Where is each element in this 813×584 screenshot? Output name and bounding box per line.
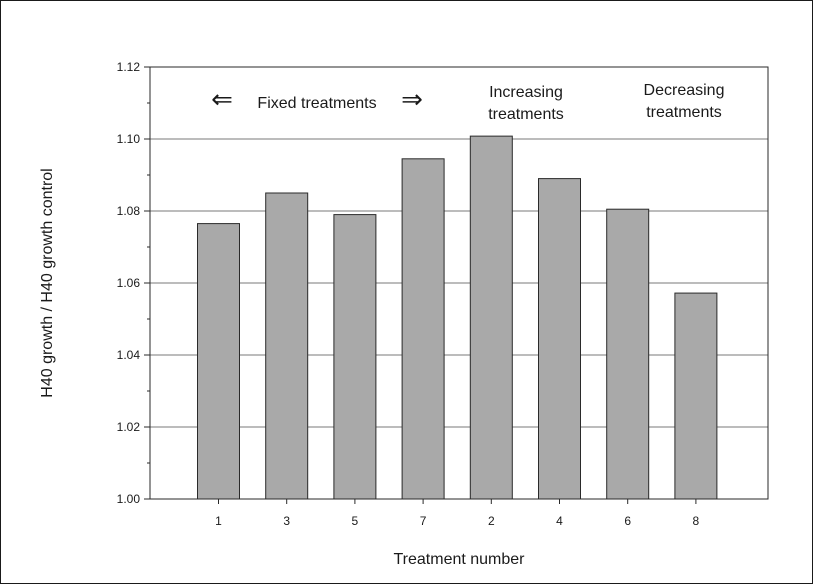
y-tick-label: 1.12 — [117, 60, 141, 74]
annotation-increasing-treatments: Increasing treatments — [488, 84, 564, 123]
bar — [401, 158, 445, 500]
bar — [469, 135, 513, 500]
annotation-fixed-treatments: ⇐ Fixed treatments ⇒ — [211, 84, 423, 114]
bar — [197, 223, 240, 500]
bar — [674, 292, 718, 500]
increasing-label-line2: treatments — [488, 106, 564, 123]
bar — [333, 214, 377, 500]
bar — [538, 178, 581, 500]
y-tick-label: 1.04 — [117, 348, 141, 362]
x-tick-label: 2 — [488, 514, 495, 528]
decreasing-label-line2: treatments — [646, 104, 722, 121]
x-axis-ticks: 1 3 5 7 2 4 6 8 — [215, 499, 700, 528]
fixed-treatments-label: Fixed treatments — [257, 95, 376, 112]
gridlines — [150, 138, 768, 428]
y-tick-label: 1.02 — [117, 420, 141, 434]
y-tick-label: 1.00 — [117, 492, 141, 506]
x-tick-label: 1 — [215, 514, 222, 528]
bars — [197, 135, 718, 500]
y-tick-label: 1.06 — [117, 276, 141, 290]
bar — [265, 192, 309, 500]
x-tick-label: 4 — [556, 514, 563, 528]
x-tick-label: 8 — [693, 514, 700, 528]
right-arrow-icon: ⇒ — [401, 84, 423, 114]
left-arrow-icon: ⇐ — [211, 84, 233, 114]
decreasing-label-line1: Decreasing — [644, 82, 725, 99]
y-axis-ticks: 1.00 1.02 1.04 1.06 1.08 1.10 1.12 — [117, 60, 150, 506]
x-tick-label: 6 — [624, 514, 631, 528]
y-axis-title: H40 growth / H40 growth control — [39, 168, 56, 397]
x-tick-label: 5 — [352, 514, 359, 528]
x-tick-label: 7 — [420, 514, 427, 528]
y-tick-label: 1.08 — [117, 204, 141, 218]
y-tick-label: 1.10 — [117, 132, 141, 146]
x-tick-label: 3 — [283, 514, 290, 528]
x-axis-title: Treatment number — [393, 551, 525, 568]
annotation-decreasing-treatments: Decreasing treatments — [644, 82, 725, 121]
increasing-label-line1: Increasing — [489, 84, 563, 101]
bar — [606, 208, 650, 500]
